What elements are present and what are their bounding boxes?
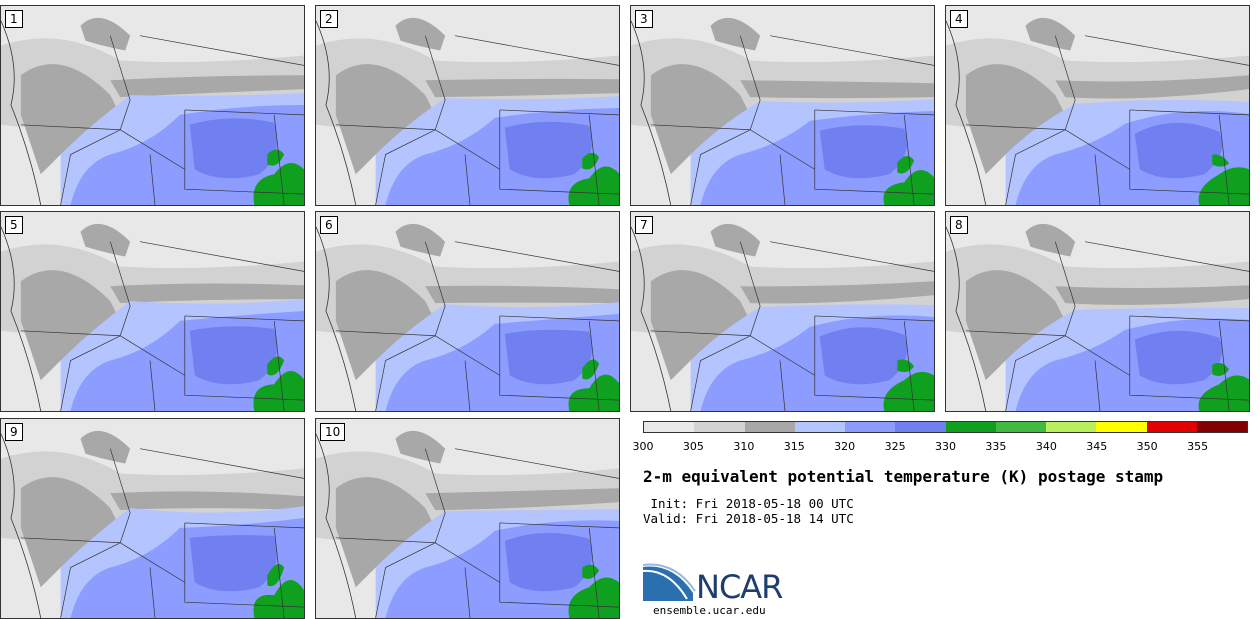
map-image <box>1 212 304 411</box>
colorbar-tick-label: 350 <box>1136 440 1158 453</box>
member-number: 1 <box>5 10 23 28</box>
map-image <box>631 212 934 411</box>
member-number: 8 <box>950 216 968 234</box>
member-number: 5 <box>5 216 23 234</box>
ensemble-member-panel: 10 <box>315 418 620 619</box>
colorbar-segment <box>995 422 1046 432</box>
colorbar-tick-label: 305 <box>682 440 704 453</box>
ensemble-member-panel: 7 <box>630 211 935 412</box>
map-image <box>1 419 304 618</box>
member-number: 4 <box>950 10 968 28</box>
colorbar-tick-label: 300 <box>632 440 654 453</box>
ensemble-member-panel: 5 <box>0 211 305 412</box>
colorbar-segment <box>945 422 996 432</box>
colorbar-segment <box>1046 422 1097 432</box>
colorbar-segment <box>1196 422 1247 432</box>
ensemble-member-panel: 9 <box>0 418 305 619</box>
colorbar-tick-label: 340 <box>1035 440 1057 453</box>
colorbar-ticks: 300 305 310 315 320 325 330 335 340 345 350 355 <box>633 440 1248 454</box>
colorbar-tick-label: 315 <box>783 440 805 453</box>
map-image <box>316 212 619 411</box>
ensemble-member-panel: 8 <box>945 211 1250 412</box>
colorbar-segment <box>794 422 845 432</box>
map-image <box>316 6 619 205</box>
map-image <box>946 212 1249 411</box>
colorbar-tick-label: 330 <box>935 440 956 453</box>
colorbar-tick-label: 335 <box>985 440 1007 453</box>
colorbar-segment <box>744 422 795 432</box>
member-number: 6 <box>320 216 338 234</box>
colorbar <box>643 421 1248 433</box>
ensemble-member-panel: 2 <box>315 5 620 206</box>
colorbar-tick-label: 310 <box>733 440 755 453</box>
map-image <box>316 419 619 618</box>
init-time: Init: Fri 2018-05-18 00 UTC <box>643 496 854 511</box>
colorbar-segment <box>895 422 946 432</box>
map-image <box>1 6 304 205</box>
ensemble-member-panel: 6 <box>315 211 620 412</box>
ensemble-member-panel: 3 <box>630 5 935 206</box>
colorbar-segment <box>694 422 745 432</box>
colorbar-tick-label: 345 <box>1086 440 1108 453</box>
colorbar-tick-label: 325 <box>884 440 906 453</box>
colorbar-tick-label: 355 <box>1187 440 1209 453</box>
colorbar-segment <box>644 422 695 432</box>
colorbar-segment <box>1146 422 1197 432</box>
map-image <box>631 6 934 205</box>
member-number: 7 <box>635 216 653 234</box>
member-number: 10 <box>320 423 346 441</box>
member-number: 2 <box>320 10 338 28</box>
valid-time: Valid: Fri 2018-05-18 14 UTC <box>643 511 854 526</box>
colorbar-segment <box>845 422 896 432</box>
map-image <box>946 6 1249 205</box>
member-number: 3 <box>635 10 653 28</box>
colorbar-tick-label: 320 <box>834 440 856 453</box>
colorbar-segment <box>1096 422 1147 432</box>
chart-title: 2-m equivalent potential temperature (K)… <box>643 467 1164 486</box>
ensemble-member-panel: 1 <box>0 5 305 206</box>
ncar-logo-icon <box>643 563 696 601</box>
ensemble-member-panel: 4 <box>945 5 1250 206</box>
site-url: ensemble.ucar.edu <box>653 604 766 617</box>
ncar-logo-text: NCAR <box>696 568 783 606</box>
member-number: 9 <box>5 423 23 441</box>
